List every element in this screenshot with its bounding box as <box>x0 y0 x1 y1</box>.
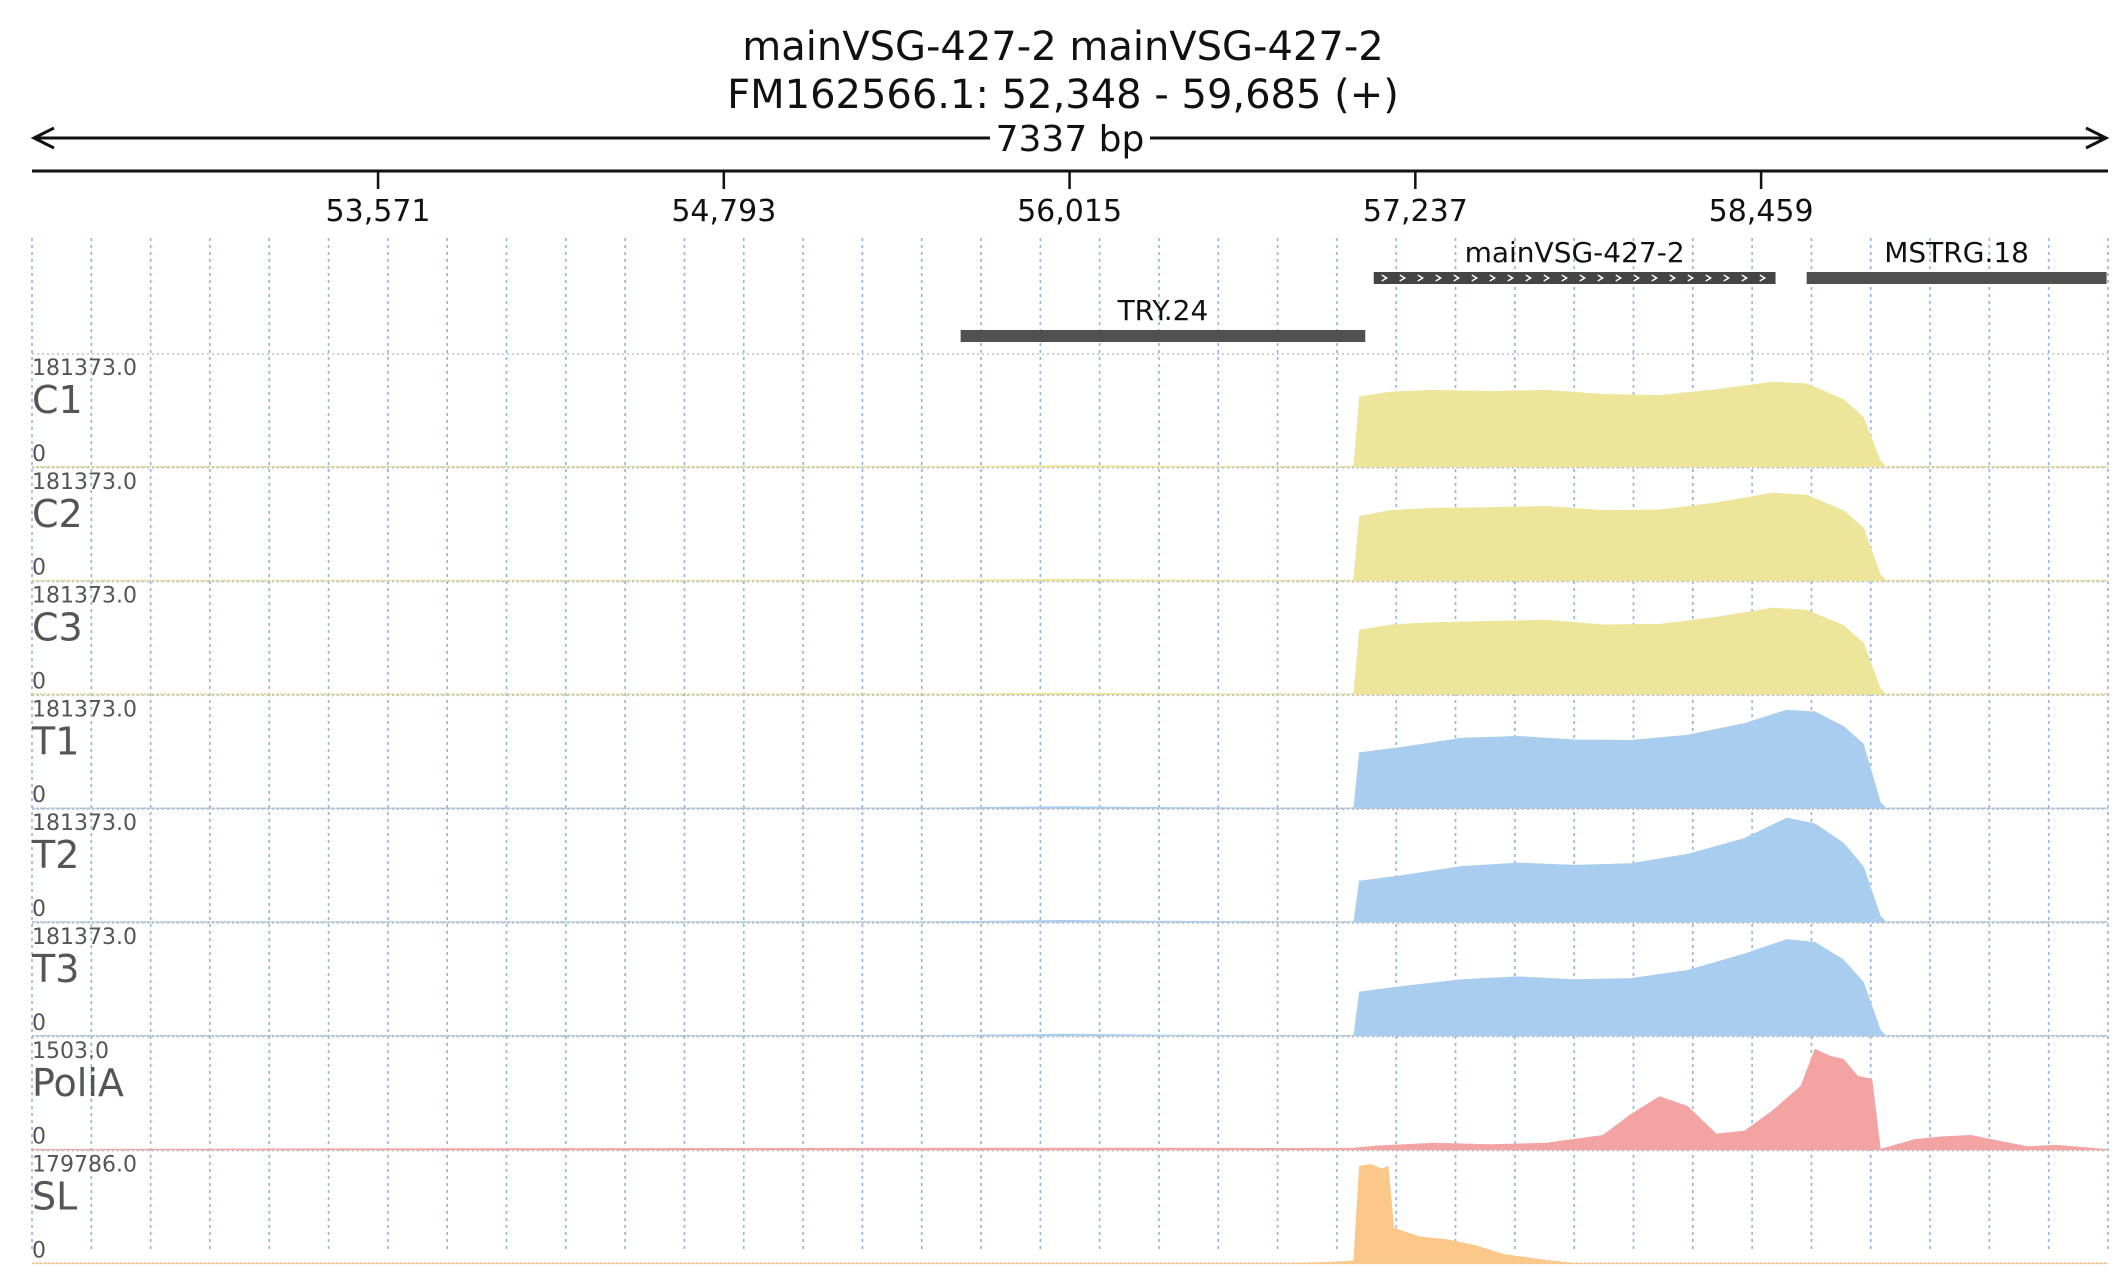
strand-arrow <box>1579 274 1587 282</box>
coverage-area <box>32 492 2108 582</box>
ruler-tick-label: 53,571 <box>326 194 431 229</box>
coverage-area <box>32 709 2108 809</box>
coverage-area <box>32 381 2108 468</box>
track-min-label: 0 <box>32 1125 46 1150</box>
track-name: C2 <box>32 492 83 536</box>
strand-arrow <box>1489 274 1497 282</box>
track-min-label: 0 <box>32 897 46 922</box>
strand-arrow <box>1705 274 1713 282</box>
coverage-area <box>32 817 2108 923</box>
track-min-label: 0 <box>32 1238 46 1263</box>
coverage-area <box>31 1048 2109 1151</box>
strand-arrow <box>1759 274 1767 282</box>
track-max-label: 181373.0 <box>32 697 137 722</box>
gene-label: MSTRG.18 <box>1884 236 2029 269</box>
strand-arrow <box>1597 274 1605 282</box>
strand-arrow <box>1669 274 1677 282</box>
track-name: C3 <box>32 606 83 650</box>
gene-body <box>960 330 1366 342</box>
gene-body <box>1373 272 1776 284</box>
track-name: PoliA <box>32 1061 124 1105</box>
strand-arrow <box>1561 274 1569 282</box>
strand-arrow <box>1417 274 1425 282</box>
track-name: T2 <box>31 833 79 877</box>
track-min-label: 0 <box>32 783 46 808</box>
track-max-label: 181373.0 <box>32 811 137 836</box>
track-c3: 181373.0C3 0 <box>32 580 2108 696</box>
coverage-area <box>32 607 2108 695</box>
track-max-label: 181373.0 <box>32 925 137 950</box>
track-min-label: 0 <box>32 556 46 581</box>
gene-label: mainVSG-427-2 <box>1465 236 1685 269</box>
track-name: T1 <box>31 719 79 763</box>
ruler-tick-label: 57,237 <box>1363 194 1468 229</box>
ruler-tick-label: 54,793 <box>671 194 776 229</box>
gene-body <box>1806 272 2107 284</box>
gene-feature: MSTRG.18 <box>1806 236 2107 284</box>
track-c2: 181373.0C2 0 <box>32 467 2108 582</box>
strand-arrow <box>1543 274 1551 282</box>
gene-label: TRY.24 <box>1117 294 1209 327</box>
strand-arrow <box>1687 274 1695 282</box>
ruler: 7337 bp 53,571 54,793 56,015 57,237 58,459 <box>30 119 2110 229</box>
track-min-label: 0 <box>32 442 46 467</box>
track-min-label: 0 <box>32 669 46 694</box>
strand-arrow <box>1507 274 1515 282</box>
track-max-label: 181373.0 <box>32 584 137 609</box>
track-c1: 181373.0C1 0 <box>32 353 2108 468</box>
strand-arrow <box>1615 274 1623 282</box>
strand-arrow <box>1453 274 1461 282</box>
strand-arrow <box>1741 274 1749 282</box>
strand-arrow <box>1471 274 1479 282</box>
track-max-label: 181373.0 <box>32 470 137 495</box>
strand-arrow <box>1651 274 1659 282</box>
strand-arrow <box>1381 274 1389 282</box>
track-min-label: 0 <box>32 1011 46 1036</box>
gene-feature: mainVSG-427-2 <box>1373 236 1776 284</box>
strand-arrow <box>1525 274 1533 282</box>
ruler-tick-label: 58,459 <box>1709 194 1814 229</box>
span-label: 7337 bp <box>996 119 1145 160</box>
strand-arrow <box>1435 274 1443 282</box>
strand-arrow <box>1723 274 1731 282</box>
coverage-area <box>32 1163 2108 1264</box>
chart-title: mainVSG-427-2 mainVSG-427-2 <box>742 24 1384 70</box>
track-name: C1 <box>32 378 83 422</box>
track-t1: 181373.0T1 0 <box>31 694 2108 809</box>
gene-annotation-track: TRY.24 mainVSG-427-2 MSTRG.18 <box>960 236 2107 342</box>
locus-subtitle: FM162566.1: 52,348 - 59,685 (+) <box>727 72 1399 118</box>
span-arrow-right-head <box>2085 126 2110 150</box>
gene-feature: TRY.24 <box>960 294 1366 342</box>
coverage-area <box>32 939 2108 1037</box>
span-arrow-left-head <box>30 126 55 150</box>
track-sl: 179786.0SL 0 <box>32 1149 2108 1265</box>
strand-arrow <box>1399 274 1407 282</box>
strand-arrow <box>1633 274 1641 282</box>
track-name: T3 <box>31 947 79 991</box>
track-max-label: 181373.0 <box>32 356 137 381</box>
coverage-tracks: 181373.0C10181373.0C20181373.0C30181373.… <box>31 353 2109 1265</box>
ruler-tick-label: 56,015 <box>1017 194 1122 229</box>
track-max-label: 1503.0 <box>32 1039 109 1064</box>
track-max-label: 179786.0 <box>32 1153 137 1178</box>
track-name: SL <box>32 1175 77 1219</box>
track-t3: 181373.0T3 0 <box>31 922 2108 1037</box>
track-t2: 181373.0T2 0 <box>31 808 2108 923</box>
